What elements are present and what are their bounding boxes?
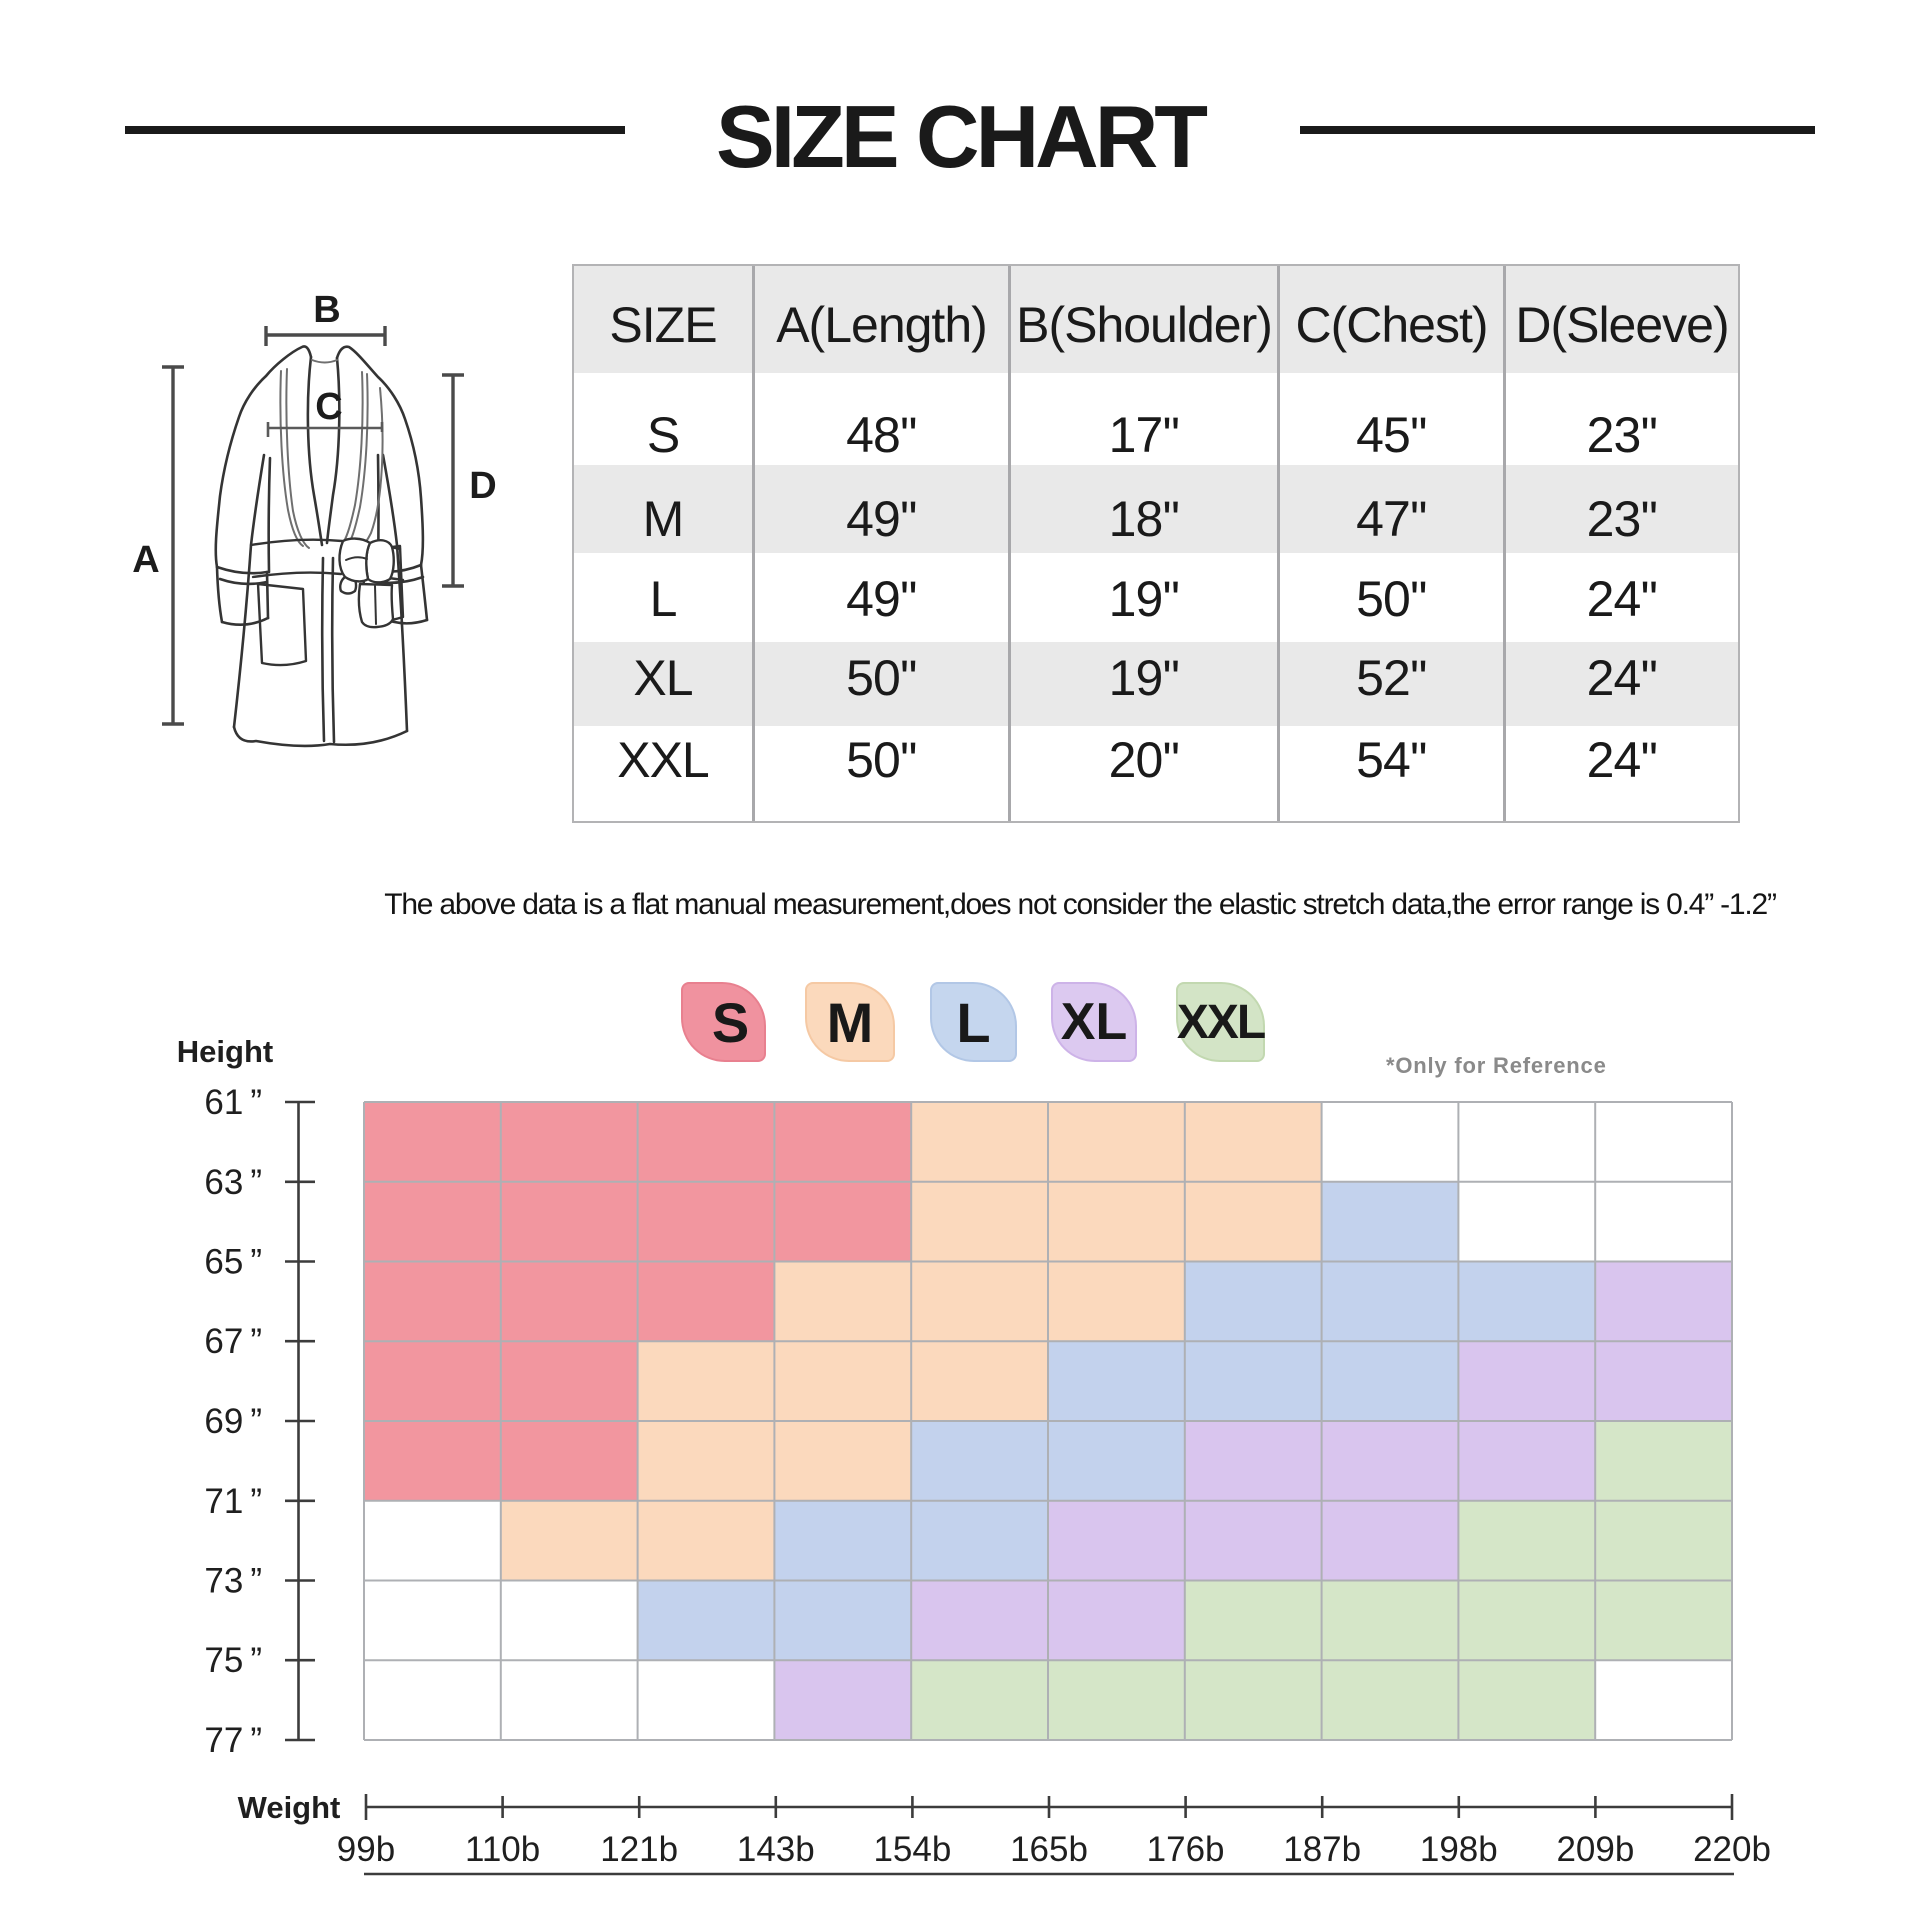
svg-text:71 ”: 71 ” <box>204 1482 262 1521</box>
svg-text:73 ”: 73 ” <box>204 1562 262 1601</box>
svg-text:187b: 187b <box>1283 1830 1361 1869</box>
svg-text:Height: Height <box>177 1034 273 1069</box>
svg-text:61 ”: 61 ” <box>204 1083 262 1122</box>
svg-text:D: D <box>469 465 496 507</box>
svg-text:143b: 143b <box>737 1830 815 1869</box>
svg-text:198b: 198b <box>1420 1830 1498 1869</box>
svg-text:110b: 110b <box>465 1830 540 1869</box>
svg-text:77 ”: 77 ” <box>204 1721 262 1760</box>
svg-text:220b: 220b <box>1693 1830 1771 1869</box>
svg-text:165b: 165b <box>1010 1830 1088 1869</box>
svg-text:B: B <box>313 289 340 331</box>
svg-text:63 ”: 63 ” <box>204 1163 262 1202</box>
svg-text:C: C <box>315 386 342 428</box>
svg-text:99b: 99b <box>337 1830 395 1869</box>
svg-text:154b: 154b <box>873 1830 951 1869</box>
svg-text:67 ”: 67 ” <box>204 1322 262 1361</box>
svg-text:75 ”: 75 ” <box>204 1641 262 1680</box>
svg-text:209b: 209b <box>1556 1830 1634 1869</box>
svg-text:65 ”: 65 ” <box>204 1243 262 1282</box>
svg-text:69 ”: 69 ” <box>204 1402 262 1441</box>
svg-text:121b: 121b <box>600 1830 678 1869</box>
svg-text:A: A <box>132 539 159 581</box>
svg-text:176b: 176b <box>1147 1830 1225 1869</box>
svg-text:Weight: Weight <box>238 1790 341 1825</box>
